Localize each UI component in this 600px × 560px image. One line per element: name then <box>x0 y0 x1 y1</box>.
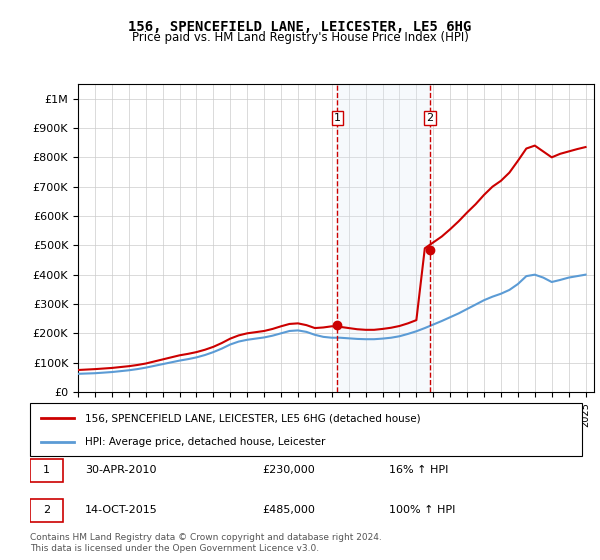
FancyBboxPatch shape <box>30 498 63 522</box>
Text: 100% ↑ HPI: 100% ↑ HPI <box>389 505 455 515</box>
Text: 2: 2 <box>426 113 433 123</box>
Text: 16% ↑ HPI: 16% ↑ HPI <box>389 465 448 475</box>
Text: 30-APR-2010: 30-APR-2010 <box>85 465 157 475</box>
FancyBboxPatch shape <box>30 459 63 482</box>
Text: 14-OCT-2015: 14-OCT-2015 <box>85 505 158 515</box>
Text: 156, SPENCEFIELD LANE, LEICESTER, LE5 6HG (detached house): 156, SPENCEFIELD LANE, LEICESTER, LE5 6H… <box>85 413 421 423</box>
FancyBboxPatch shape <box>30 403 582 456</box>
Text: £485,000: £485,000 <box>262 505 315 515</box>
Bar <box>337 84 430 392</box>
Text: £230,000: £230,000 <box>262 465 314 475</box>
Text: 2: 2 <box>43 505 50 515</box>
Text: Contains HM Land Registry data © Crown copyright and database right 2024.
This d: Contains HM Land Registry data © Crown c… <box>30 533 382 553</box>
Text: 156, SPENCEFIELD LANE, LEICESTER, LE5 6HG: 156, SPENCEFIELD LANE, LEICESTER, LE5 6H… <box>128 20 472 34</box>
Text: Price paid vs. HM Land Registry's House Price Index (HPI): Price paid vs. HM Land Registry's House … <box>131 31 469 44</box>
Text: 1: 1 <box>334 113 341 123</box>
Text: HPI: Average price, detached house, Leicester: HPI: Average price, detached house, Leic… <box>85 436 326 446</box>
Text: 1: 1 <box>43 465 50 475</box>
